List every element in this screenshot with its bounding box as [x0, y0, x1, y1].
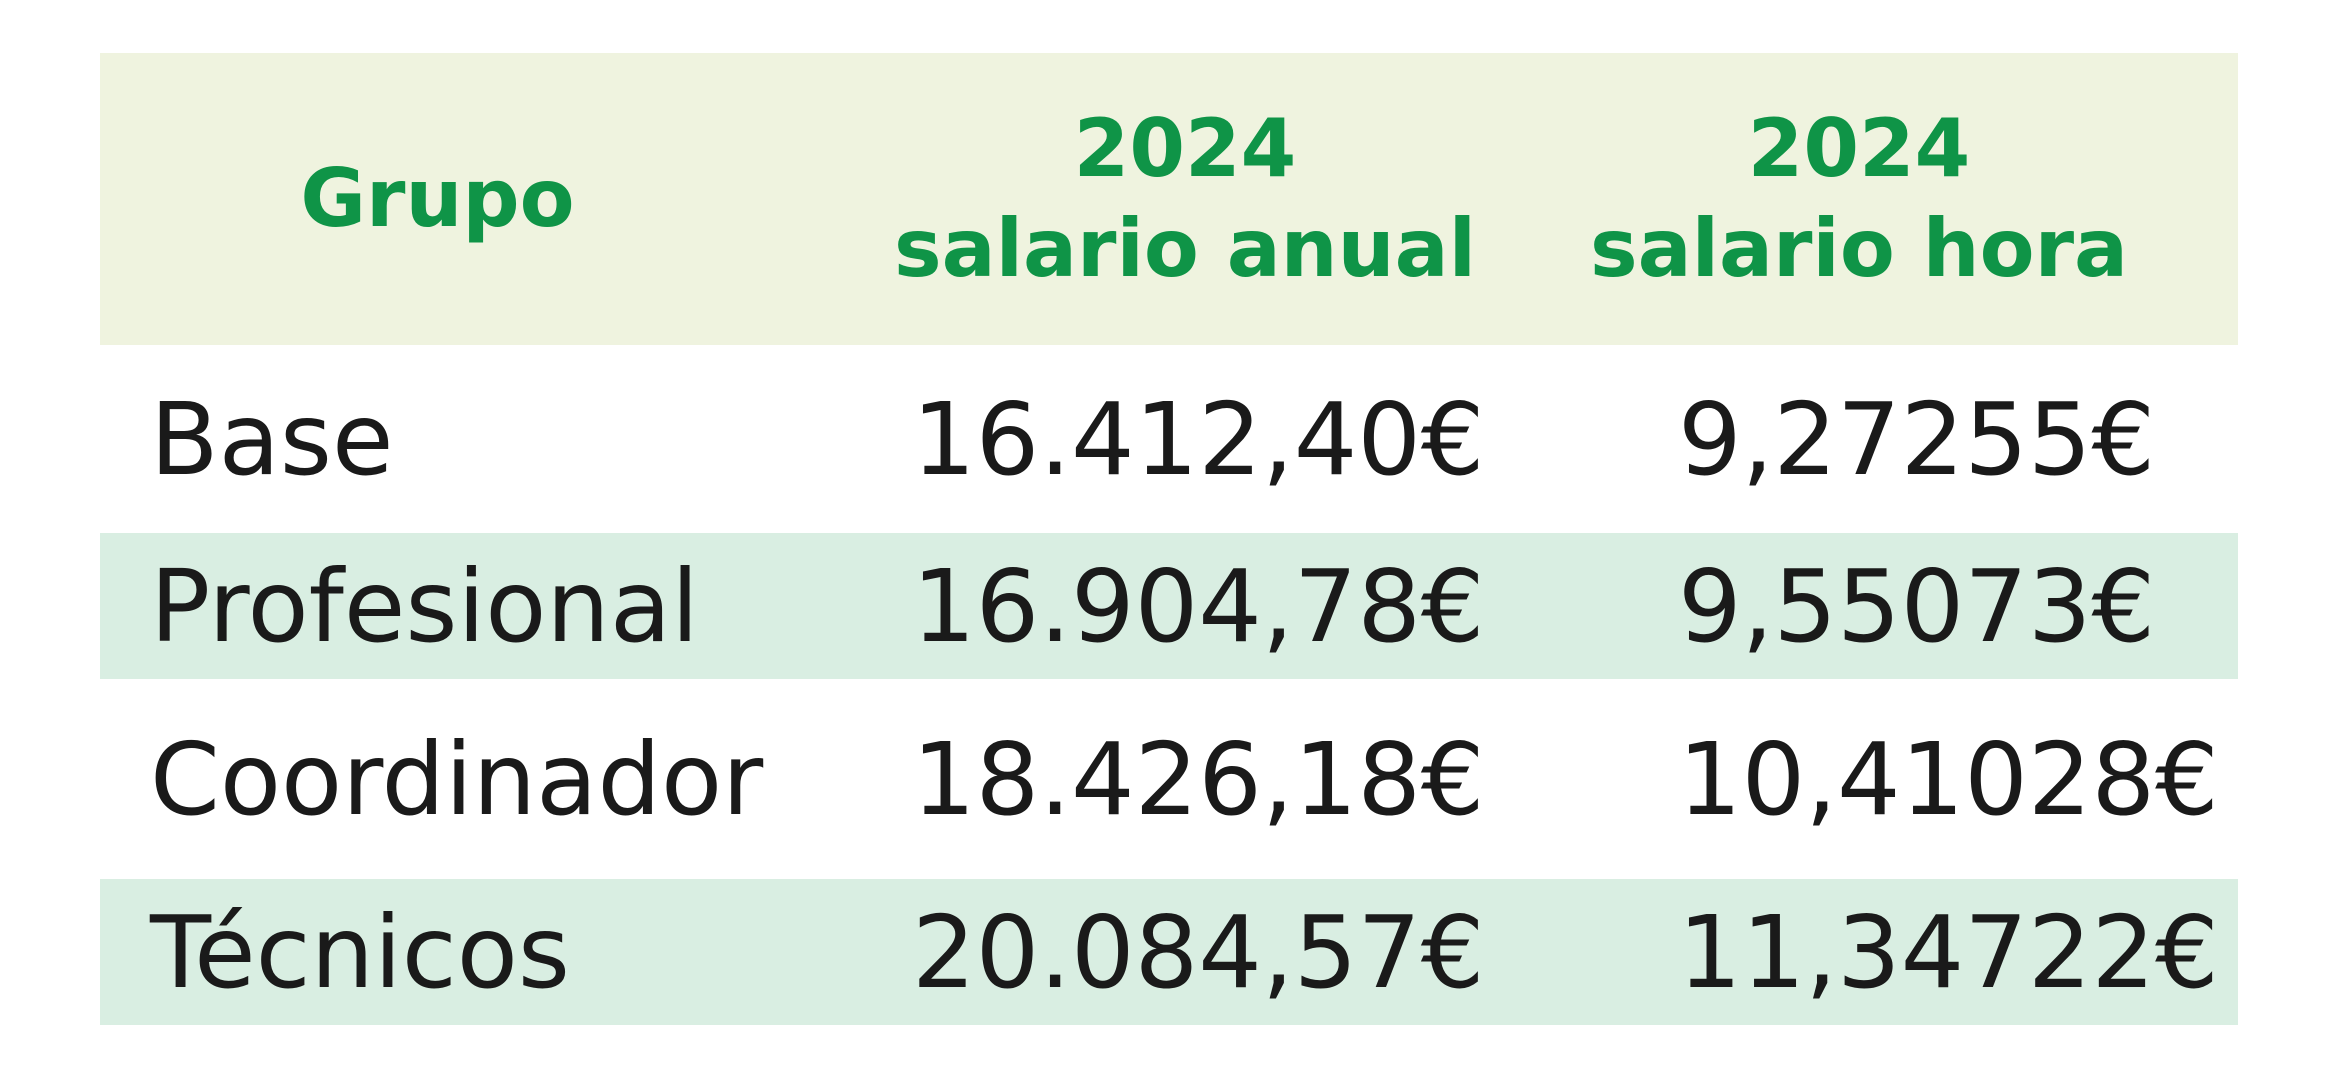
- cell-text: Coordinador: [150, 720, 764, 838]
- header-text: 2024: [1747, 102, 1971, 195]
- header-cell: 2024 salario hora: [1480, 53, 2238, 345]
- table-row: Base 16.412,40€ 9,27255€: [100, 345, 2238, 533]
- cell-text: 9,55073€: [1678, 547, 2156, 665]
- table-row: Profesional 16.904,78€ 9,55073€: [100, 533, 2238, 679]
- table-row: Coordinador 18.426,18€ 10,41028€: [100, 679, 2238, 879]
- cell-text: 10,41028€: [1678, 720, 2219, 838]
- header-cell: Grupo: [100, 53, 775, 345]
- cell-text: Profesional: [150, 547, 699, 665]
- header-text: salario hora: [1589, 202, 2129, 295]
- cell-text: Base: [150, 380, 394, 498]
- cell-text: Técnicos: [150, 893, 571, 1011]
- cell-text: 20.084,57€: [912, 893, 1485, 1011]
- header-row: Grupo 2024 salario anual 2024 salario hora: [100, 53, 2238, 345]
- table-row: Técnicos 20.084,57€ 11,34722€: [100, 879, 2238, 1025]
- header-text: 2024: [1073, 102, 1297, 195]
- salary-table: Grupo 2024 salario anual 2024 salario hora Ba…: [100, 53, 2238, 1025]
- cell-text: 11,34722€: [1678, 893, 2219, 1011]
- cell-text: 16.412,40€: [912, 380, 1485, 498]
- cell-text: 18.426,18€: [912, 720, 1485, 838]
- header-text: Grupo: [300, 152, 575, 245]
- header-cell: 2024 salario anual: [870, 53, 1500, 345]
- cell-text: 9,27255€: [1678, 380, 2156, 498]
- cell-text: 16.904,78€: [912, 547, 1485, 665]
- header-text: salario anual: [894, 202, 1476, 295]
